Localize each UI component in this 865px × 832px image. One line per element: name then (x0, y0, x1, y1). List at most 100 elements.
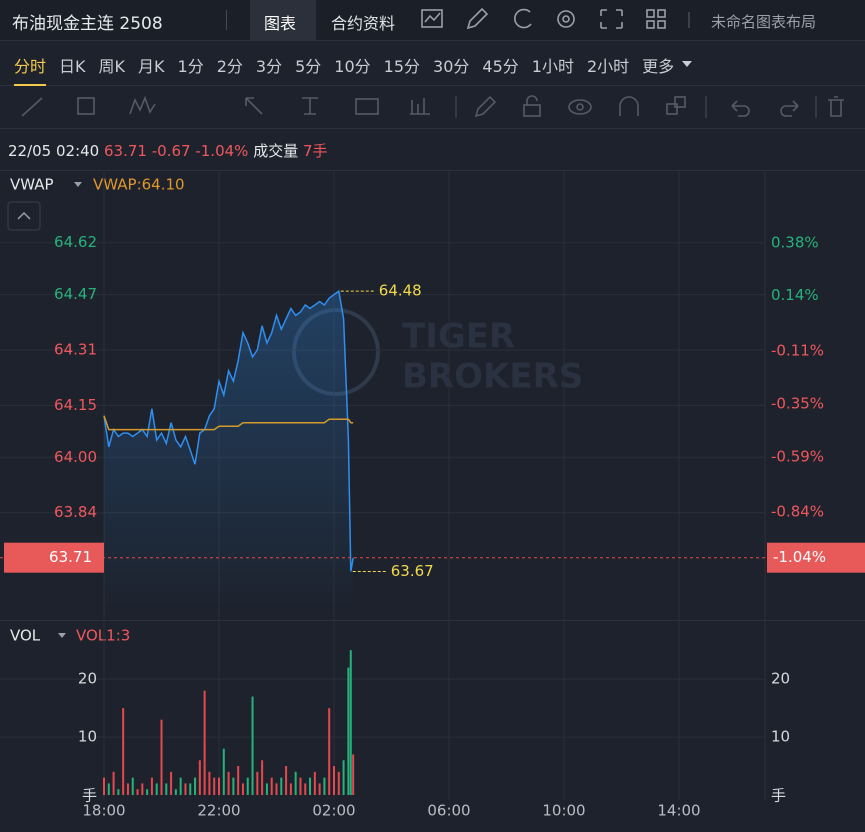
y-tick-label: 64.00 (54, 448, 97, 466)
icon[interactable] (410, 98, 430, 115)
icon[interactable] (21, 97, 43, 117)
volume-bar (289, 783, 292, 795)
icon[interactable] (557, 10, 575, 28)
collapse-icon (17, 211, 31, 220)
volume-bar (213, 777, 216, 795)
icon[interactable] (523, 104, 541, 117)
x-tick-label: 22:00 (197, 802, 240, 820)
icon[interactable] (466, 7, 489, 30)
volume-bar (103, 777, 105, 795)
dropdown-arrow[interactable] (58, 633, 66, 638)
volume-bar (342, 760, 345, 795)
icon[interactable] (568, 99, 592, 115)
period[interactable]: 15分 (383, 57, 421, 76)
volume-bar (299, 777, 302, 795)
period[interactable]: 2小时 (586, 57, 630, 76)
volume-bar (194, 777, 197, 795)
volume-bar (126, 783, 129, 795)
volume-bar (160, 719, 163, 795)
period[interactable]: 5分 (295, 57, 322, 76)
volume-bar (150, 777, 153, 795)
info-change: -0.67 (151, 142, 191, 160)
volume-bar (155, 783, 158, 795)
icon (562, 15, 570, 23)
icon[interactable] (646, 9, 655, 18)
dropdown-arrow[interactable] (74, 182, 82, 187)
icon[interactable] (474, 95, 497, 118)
price-line (103, 289, 354, 572)
volume-bar (280, 777, 283, 795)
volume-bar (218, 777, 220, 795)
icon[interactable] (302, 97, 318, 115)
extreme-label: 63.67 (391, 562, 434, 580)
icon[interactable] (828, 96, 844, 117)
volume-bar (256, 771, 259, 795)
volume-bar (146, 789, 149, 795)
volume-bar (112, 771, 115, 795)
symbol-title: 布油现金主连 2508 (12, 14, 163, 34)
icon[interactable] (421, 9, 443, 28)
tab[interactable]: 合约资料 (331, 14, 396, 33)
period[interactable]: 10分 (334, 57, 371, 76)
volume-bar (275, 783, 278, 795)
last-price-tag (4, 542, 104, 573)
icon[interactable] (514, 8, 532, 29)
period[interactable]: 45分 (482, 57, 519, 76)
x-tick-label: 10:00 (542, 802, 585, 820)
period[interactable]: 1小时 (531, 57, 574, 76)
last-pct-tag (767, 542, 865, 573)
period[interactable]: 更多 (642, 57, 675, 76)
dropdown-arrow[interactable] (682, 61, 693, 67)
unit-label: 手 (771, 787, 786, 805)
icon[interactable] (355, 98, 379, 115)
indicator-name[interactable]: VOL (10, 627, 41, 645)
info-volume-label: 成交量 (253, 142, 299, 160)
header: 布油现金主连 2508 图表 合约资料 未命名图表布局 (0, 0, 865, 41)
x-tick-label: 02:00 (312, 802, 355, 820)
period[interactable]: 2分 (216, 57, 243, 76)
volume-bar (265, 783, 268, 795)
icon[interactable] (600, 9, 623, 29)
volume-bar (141, 783, 144, 795)
volume-bar (117, 789, 120, 795)
icon[interactable] (666, 103, 678, 115)
volume-bar (174, 789, 177, 795)
period[interactable]: 1分 (177, 57, 204, 76)
volume-bar (304, 783, 307, 795)
icon[interactable] (731, 100, 750, 117)
period[interactable]: 周K (98, 57, 126, 76)
period[interactable]: 日K (59, 57, 86, 76)
tab-active-bg (250, 0, 316, 40)
period[interactable]: 3分 (255, 57, 283, 76)
volume-bar (122, 708, 125, 795)
icon[interactable] (619, 96, 639, 116)
icon (674, 96, 686, 108)
y2-tick-label: -0.35% (771, 394, 824, 412)
period[interactable]: 分时 (14, 53, 47, 86)
y-tick-label: 20 (78, 670, 97, 688)
indicator-value: VOL1:3 (76, 627, 130, 645)
x-tick-label: 06:00 (427, 802, 470, 820)
y2-tick-label: 10 (771, 728, 790, 746)
header-icons (421, 7, 690, 30)
period[interactable]: 30分 (433, 57, 470, 76)
volume-bar (318, 783, 321, 795)
icon (657, 9, 666, 18)
layout-name[interactable]: 未命名图表布局 (711, 13, 817, 31)
volume-bar (333, 766, 335, 795)
indicator-name[interactable]: VWAP (10, 176, 54, 194)
volume-bar (352, 754, 355, 795)
tab[interactable]: 图表 (264, 14, 297, 33)
volume-bar (222, 748, 225, 795)
indicator-value: VWAP:64.10 (93, 176, 185, 194)
icon[interactable] (77, 97, 95, 115)
period[interactable]: 月K (138, 57, 165, 76)
icon[interactable] (129, 95, 156, 115)
collapse-button[interactable] (7, 201, 41, 231)
watermark: BROKERS (402, 357, 583, 397)
icon[interactable] (245, 97, 263, 115)
volume-bar (285, 766, 288, 795)
icon[interactable] (780, 100, 799, 117)
